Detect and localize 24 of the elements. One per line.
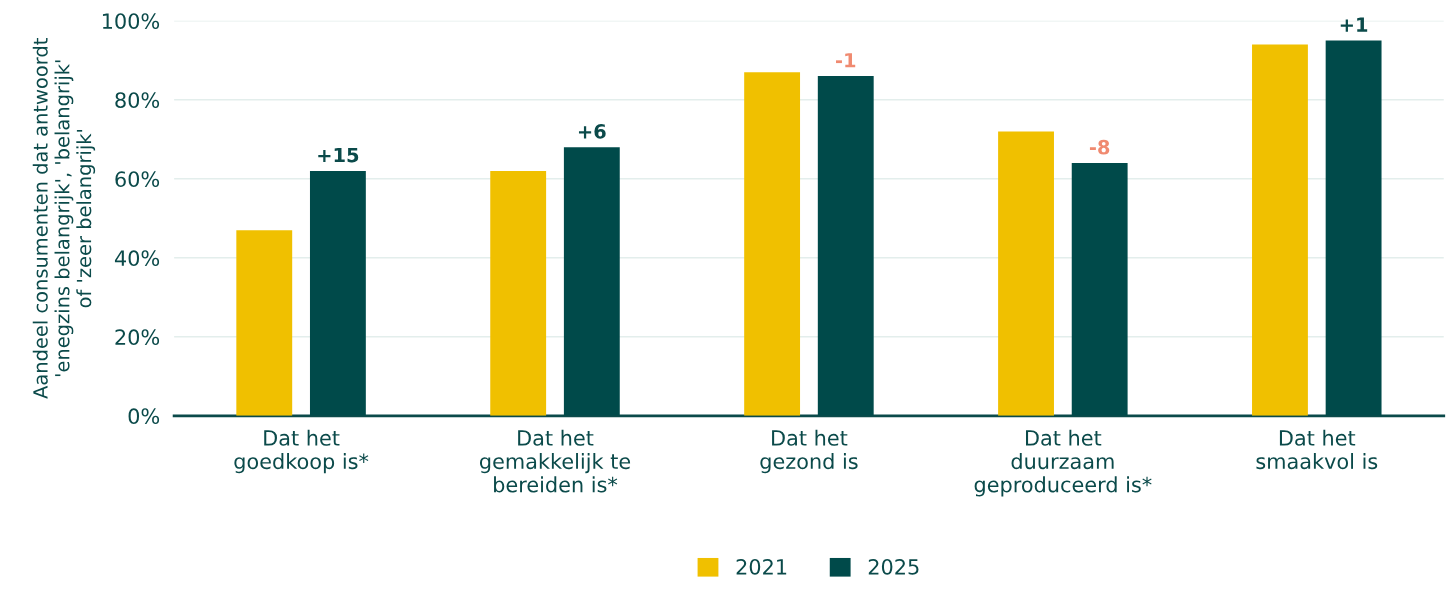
annotation: +6 <box>578 124 606 139</box>
y-tick-label: 40% <box>114 250 160 267</box>
annotation: +15 <box>318 147 359 163</box>
bar <box>236 230 293 416</box>
legend-label: 2021 <box>736 558 787 575</box>
y-tick-label: 80% <box>115 92 160 108</box>
bar <box>744 72 801 416</box>
legend-label: 2025 <box>868 558 919 575</box>
y-tick-label: 100% <box>102 13 160 29</box>
bar <box>998 131 1054 416</box>
y-tick-label: 0% <box>128 408 160 425</box>
x-tick-label: Dat het gezond is <box>760 429 858 474</box>
annotation: -8 <box>1089 139 1110 155</box>
y-tick-label: 60% <box>115 171 160 188</box>
x-tick-label: Dat het smaakvol is <box>1256 429 1378 470</box>
annotation: -1 <box>836 53 856 68</box>
x-tick-label: Dat het gemakkelijk te bereiden is* <box>479 429 631 493</box>
bar <box>1252 44 1308 416</box>
x-tick-label: Dat het goedkoop is* <box>234 429 369 474</box>
y-tick-label: 20% <box>115 329 160 346</box>
y-axis-title: Aandeel consumenten dat antwoordt 'enegzins belangrijk', 'belangrijk' of 'zeer belangrijk' <box>32 38 96 399</box>
x-tick-label: Dat het duurzaam geproduceerd is* <box>974 429 1152 497</box>
annotation: +1 <box>1340 17 1368 32</box>
bar <box>490 170 547 416</box>
